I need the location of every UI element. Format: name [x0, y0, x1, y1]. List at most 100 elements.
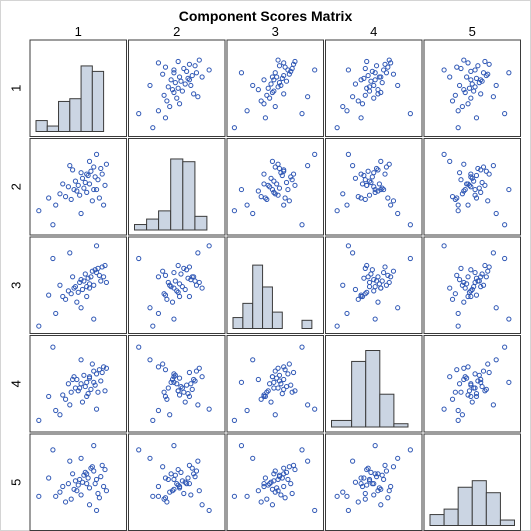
scatter-point: [288, 68, 294, 74]
scatter-point: [62, 499, 69, 505]
scatter-point: [281, 471, 287, 477]
scatter-point: [276, 63, 283, 69]
cell-frame: [423, 138, 521, 236]
scatter-point: [171, 70, 177, 76]
scatter-point: [155, 310, 162, 317]
scatter-point: [468, 171, 474, 177]
scatter-point: [286, 361, 292, 367]
scatter-point: [462, 374, 468, 380]
scatter-point: [171, 371, 177, 377]
scatter-point: [459, 103, 465, 110]
scatter-point: [385, 272, 391, 278]
scatter-point: [473, 391, 480, 397]
scatter-point: [271, 178, 277, 184]
scatter-point: [188, 492, 194, 498]
scatter-point: [231, 417, 238, 423]
scatter-point: [383, 164, 390, 170]
scatter-cell: [325, 39, 423, 137]
scatter-point: [480, 368, 487, 374]
column-label: 1: [75, 24, 82, 39]
chart-title: Component Scores Matrix: [179, 8, 353, 24]
scatter-point: [67, 458, 73, 464]
scatter-point: [281, 202, 287, 208]
scatter-point: [71, 186, 77, 193]
scatter-point: [91, 164, 97, 170]
histogram-cell: [325, 335, 423, 433]
scatter-point: [70, 167, 76, 173]
scatter-point: [286, 198, 292, 204]
scatter-point: [462, 89, 468, 96]
scatter-point: [274, 485, 280, 491]
scatter-point: [167, 282, 173, 288]
scatter-point: [378, 285, 384, 291]
row-label: 4: [8, 380, 23, 387]
scatter-point: [78, 455, 84, 461]
scatter-point: [102, 388, 108, 394]
scatter-point: [60, 392, 66, 398]
scatter-point: [238, 379, 245, 385]
scatter-point: [395, 210, 401, 217]
scatter-point: [358, 475, 364, 481]
scatter-point: [375, 488, 381, 494]
scatter-point: [147, 305, 153, 311]
scatter-point: [299, 344, 305, 350]
scatter-point: [191, 274, 197, 280]
scatter-point: [468, 293, 474, 300]
scatter-point: [92, 174, 98, 180]
scatter-point: [381, 269, 387, 276]
scatter-point: [175, 289, 181, 295]
scatter-point: [372, 77, 378, 83]
scatter-point: [91, 368, 97, 374]
scatter-cell: [29, 433, 127, 531]
scatter-point: [468, 77, 474, 83]
scatter-point: [372, 189, 378, 195]
scatter-point: [458, 389, 464, 395]
scatter-point: [281, 167, 287, 173]
scatter-point: [261, 101, 267, 107]
scatter-point: [340, 103, 346, 110]
scatter-point: [199, 374, 205, 380]
scatter-point: [362, 92, 368, 98]
scatter-point: [136, 111, 142, 117]
cell-frame: [128, 433, 226, 531]
scatter-point: [475, 63, 481, 69]
scatter-point: [482, 182, 488, 188]
scatter-point: [231, 125, 238, 131]
scatter-point: [88, 465, 94, 471]
scatter-point: [196, 488, 202, 494]
scatter-point: [390, 71, 397, 77]
scatter-point: [50, 222, 56, 228]
scatter-point: [147, 357, 153, 363]
scatter-point: [165, 476, 171, 483]
scatter-point: [395, 82, 401, 89]
scatter-point: [312, 406, 318, 412]
scatter-point: [285, 476, 291, 483]
scatter-point: [176, 101, 183, 107]
scatter-point: [179, 88, 185, 94]
histogram-cell: [423, 433, 521, 531]
scatter-cell: [226, 39, 324, 137]
scatter-point: [473, 195, 480, 201]
scatter-point: [365, 274, 371, 280]
scatter-point: [172, 278, 178, 284]
scatter-point: [172, 372, 178, 378]
scatter-point: [255, 488, 261, 494]
scatter-point: [364, 289, 370, 295]
scatter-point: [372, 471, 378, 477]
scatter-point: [50, 344, 56, 350]
histogram-bar: [365, 350, 381, 428]
scatter-point: [271, 88, 277, 94]
scatter-point: [355, 194, 361, 200]
scatter-point: [93, 507, 100, 514]
scatter-point: [479, 179, 485, 186]
scatter-point: [350, 250, 356, 256]
scatter-point: [379, 278, 385, 284]
histogram-bar: [471, 480, 487, 527]
scatter-point: [455, 108, 461, 114]
scatter-point: [91, 282, 97, 288]
scatter-point: [388, 60, 394, 66]
scatter-point: [264, 389, 270, 395]
scatter-point: [164, 98, 170, 104]
scatter-point: [264, 496, 270, 502]
scatter-point: [67, 163, 73, 169]
